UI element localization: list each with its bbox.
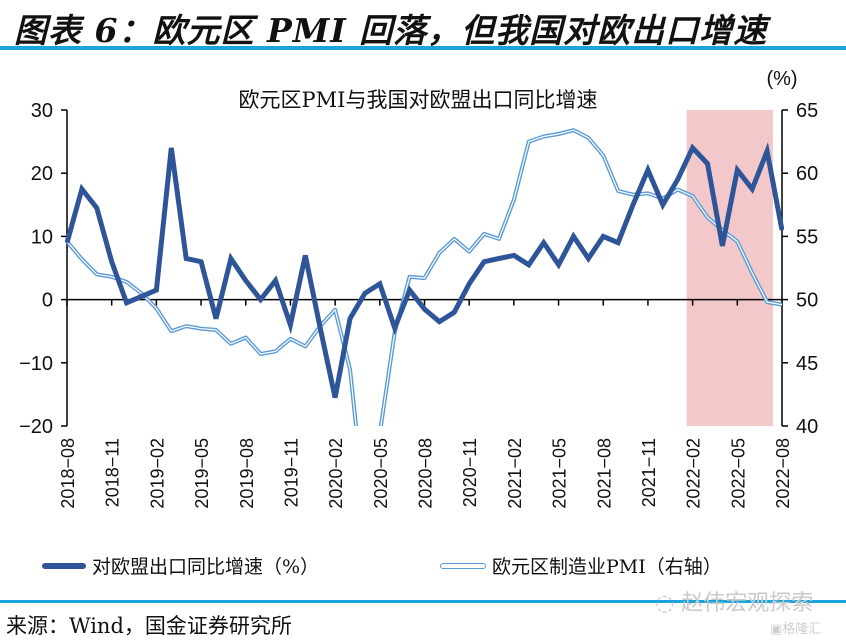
legend-swatch-pmi [440,562,486,569]
x-tick-label: 2021−02 [505,438,525,509]
logo-icon: ▣ [770,622,783,637]
legend-label-pmi: 欧元区制造业PMI（右轴） [492,556,722,578]
x-tick-label: 2020−02 [326,438,346,509]
line-chart: 30 20 10 0 −10 −20 65 60 55 50 45 40 2018−08 2018−11 2… [19,68,818,509]
highlight-region [686,110,773,426]
source-note: 来源：Wind，国金证券研究所 [6,614,292,638]
left-tick-label: −20 [19,416,53,438]
x-tick-label: 2022−08 [773,438,793,509]
x-tick-label: 2021−05 [550,438,570,509]
right-tick-label: 45 [796,353,818,375]
x-tick-label: 2018−11 [103,438,123,507]
left-tick-label: −10 [19,353,53,375]
bottom-divider [0,600,846,603]
legend: 对欧盟出口同比增速（%） 欧元区制造业PMI（右轴） [0,552,846,580]
highlight-layer [686,110,773,426]
x-tick-label: 2022−05 [728,438,748,509]
right-tick-label: 50 [796,290,818,312]
figure-title: 图表 6：欧元区 PMI 回落，但我国对欧出口增速 [14,11,768,50]
x-tick-label: 2019−08 [237,438,257,509]
left-tick-label: 0 [42,290,53,312]
left-tick-label: 30 [31,100,53,122]
chart-title: 欧元区PMI与我国对欧盟出口同比增速 [239,88,598,112]
right-tick-label: 40 [796,416,818,438]
right-tick-label: 55 [796,226,818,248]
x-tick-label: 2019−05 [192,438,212,509]
legend-item-export: 对欧盟出口同比增速（%） [42,552,319,579]
x-tick-label: 2020−11 [460,438,480,507]
left-tick-label: 20 [31,163,53,185]
legend-item-pmi: 欧元区制造业PMI（右轴） [440,552,722,579]
wechat-icon: ◌ [655,591,675,616]
series-line-export [65,142,784,399]
x-tick-label: 2021−08 [594,438,614,509]
right-tick-label: 60 [796,163,818,185]
watermark: ◌ 赵伟宏观探索 [655,585,813,617]
x-tick-label: 2019−02 [147,438,167,509]
watermark-secondary-text: 格隆汇 [782,622,822,637]
series-layer [65,128,784,426]
right-tick-label: 65 [796,100,818,122]
watermark-secondary: ▣格隆汇 [770,618,821,637]
x-tick-label: 2020−08 [416,438,436,509]
watermark-text: 赵伟宏观探索 [681,591,814,616]
x-tick-label: 2021−11 [639,438,659,507]
x-tick-label: 2020−05 [371,438,391,509]
x-tick-label: 2018−08 [58,438,78,509]
x-tick-label: 2022−02 [684,438,704,509]
legend-swatch-export [42,562,86,569]
x-tick-label: 2019−11 [281,438,301,507]
legend-label-export: 对欧盟出口同比增速（%） [92,556,320,578]
right-axis-unit-label: (%) [766,68,797,90]
axes-layer: 30 20 10 0 −10 −20 65 60 55 50 45 40 2018−08 2018−11 2… [19,100,818,509]
left-tick-label: 10 [31,226,53,248]
top-divider [0,46,846,50]
